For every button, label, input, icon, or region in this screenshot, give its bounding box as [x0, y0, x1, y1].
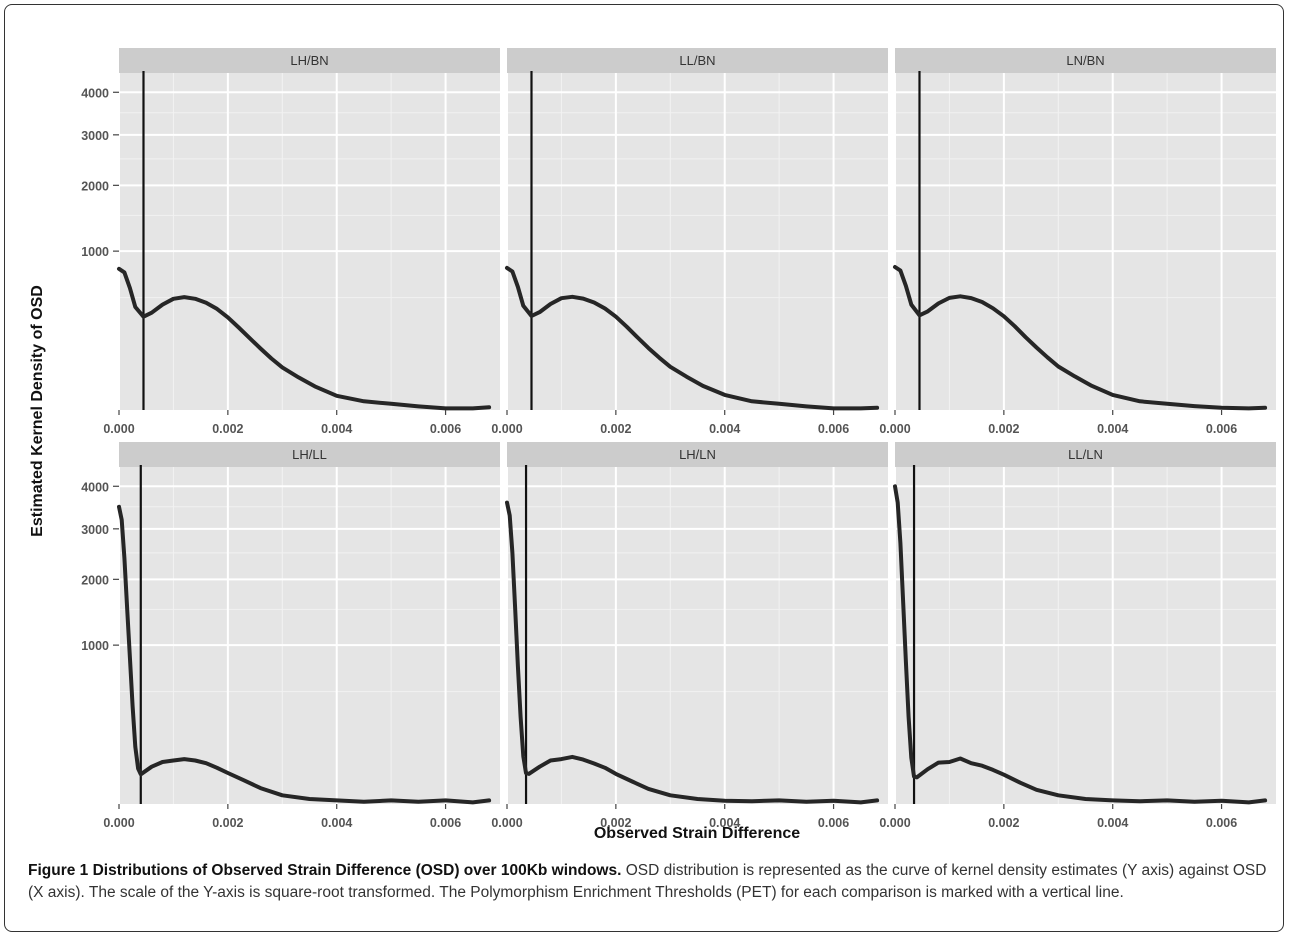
x-tick-label: 0.004: [709, 816, 740, 830]
facet-panel: LN/BN 0.000 0.002 0.004 0.006: [879, 48, 1276, 436]
x-tick-label: 0.006: [1206, 816, 1237, 830]
density-curve: [505, 500, 880, 805]
panel-background: [507, 73, 888, 410]
y-tick-label: 1000: [81, 245, 109, 259]
panel-background: [119, 467, 500, 804]
x-tick-label: 0.004: [1097, 422, 1128, 436]
facet-strip-label: LL/LN: [1068, 447, 1103, 462]
y-tick-label: 4000: [81, 480, 109, 494]
caption-title: Figure 1 Distributions of Observed Strai…: [28, 862, 622, 879]
y-tick-label: 2000: [81, 179, 109, 193]
x-tick-label: 0.006: [818, 422, 849, 436]
y-tick-label: 2000: [81, 573, 109, 587]
x-tick-label: 0.000: [879, 816, 910, 830]
x-tick-label: 0.002: [600, 816, 631, 830]
facet-strip-label: LH/LL: [292, 447, 327, 462]
facet-strip: [895, 442, 1276, 467]
density-curve: [893, 484, 1268, 805]
facet-strip-label: LN/BN: [1066, 53, 1104, 68]
facet-strip-label: LH/LN: [679, 447, 716, 462]
facet-strip: [507, 48, 888, 73]
density-curve: [893, 265, 1268, 411]
x-axis-title: Observed Strain Difference: [594, 825, 800, 842]
x-tick-label: 0.000: [491, 816, 522, 830]
facet-panel: LH/LL 0.000 0.002 0.004 0.006 1000 2000 3000 400…: [81, 442, 500, 830]
x-tick-label: 0.002: [212, 422, 243, 436]
panel-background: [895, 73, 1276, 410]
facet-strip-label: LL/BN: [679, 53, 715, 68]
panel-background: [895, 467, 1276, 804]
density-curve: [505, 265, 880, 411]
x-tick-label: 0.000: [103, 422, 134, 436]
x-tick-label: 0.002: [212, 816, 243, 830]
figure-caption: Figure 1 Distributions of Observed Strai…: [28, 860, 1268, 904]
x-tick-label: 0.002: [600, 422, 631, 436]
x-tick-label: 0.004: [321, 422, 352, 436]
x-tick-label: 0.000: [491, 422, 522, 436]
caption-text: OSD distribution is represented as the c…: [28, 862, 1267, 901]
facet-panel: LH/LN 0.000 0.002 0.004 0.006: [491, 442, 888, 830]
y-tick-label: 3000: [81, 523, 109, 537]
facet-panel: LH/BN 0.000 0.002 0.004 0.006 1000 2000 3000 400…: [81, 48, 500, 436]
facet-strip-label: LH/BN: [290, 53, 328, 68]
facet-strip: [119, 442, 500, 467]
density-curve: [117, 504, 492, 805]
panel-background: [507, 467, 888, 804]
x-tick-label: 0.004: [709, 422, 740, 436]
figure-frame: [4, 4, 1284, 932]
faceted-density-chart: Estimated Kernel Density of OSD Observed…: [29, 48, 1276, 842]
y-tick-label: 3000: [81, 129, 109, 143]
y-axis-title: Estimated Kernel Density of OSD: [29, 285, 46, 537]
x-tick-label: 0.002: [988, 816, 1019, 830]
facet-strip: [895, 48, 1276, 73]
density-curve: [117, 266, 492, 411]
x-tick-label: 0.004: [321, 816, 352, 830]
y-tick-label: 1000: [81, 639, 109, 653]
x-tick-label: 0.006: [818, 816, 849, 830]
panel-background: [119, 73, 500, 410]
x-tick-label: 0.006: [1206, 422, 1237, 436]
facet-strip: [507, 442, 888, 467]
y-tick-label: 4000: [81, 86, 109, 100]
facet-strip: [119, 48, 500, 73]
x-tick-label: 0.002: [988, 422, 1019, 436]
x-tick-label: 0.004: [1097, 816, 1128, 830]
facet-panel: LL/BN 0.000 0.002 0.004 0.006: [491, 48, 888, 436]
x-tick-label: 0.006: [430, 422, 461, 436]
x-tick-label: 0.006: [430, 816, 461, 830]
facet-panel: LL/LN 0.000 0.002 0.004 0.006: [879, 442, 1276, 830]
x-tick-label: 0.000: [879, 422, 910, 436]
x-tick-label: 0.000: [103, 816, 134, 830]
